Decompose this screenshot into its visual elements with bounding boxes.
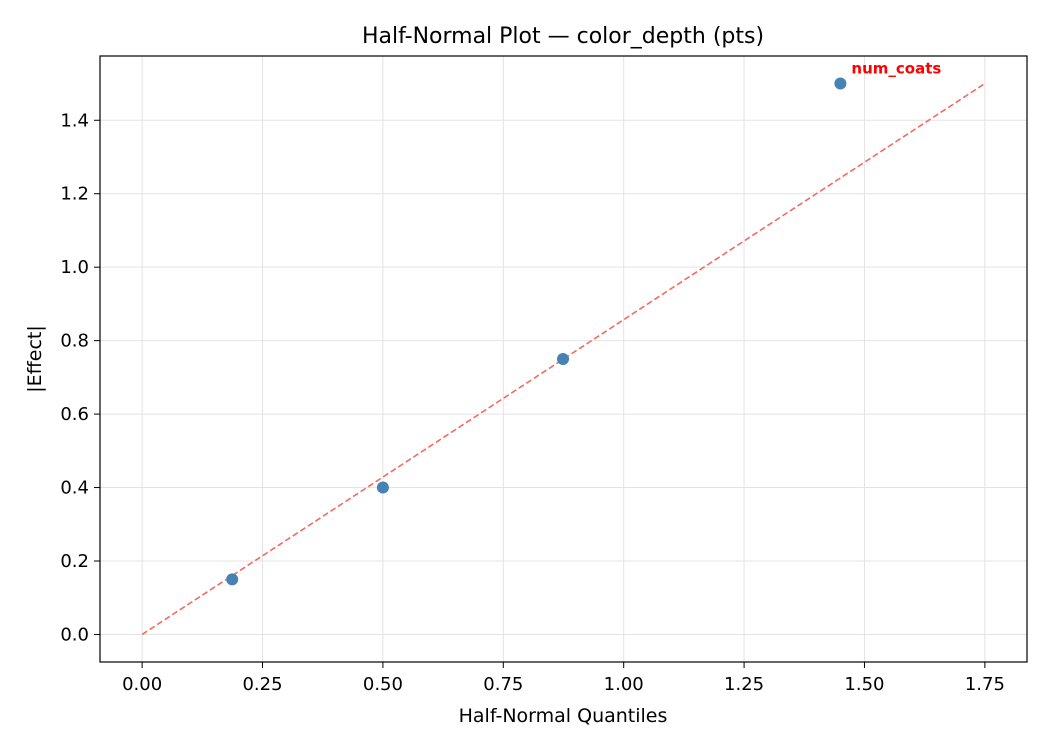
y-axis-ticks: 0.0 0.2 0.4 0.6 0.8 1.0 1.2 1.4 <box>60 110 100 645</box>
y-tick-label: 0.6 <box>60 404 89 425</box>
data-points <box>226 77 847 586</box>
x-tick-label: 0.25 <box>242 674 282 695</box>
point-annotation: num_coats <box>851 60 941 78</box>
x-tick-label: 1.25 <box>724 674 764 695</box>
reference-line <box>141 82 986 636</box>
x-axis-ticks: 0.00 0.25 0.50 0.75 1.00 1.25 1.50 1.75 <box>122 662 1005 695</box>
data-point <box>376 481 389 494</box>
y-axis-label: |Effect| <box>24 325 46 392</box>
y-tick-label: 1.0 <box>60 257 89 278</box>
annotations: num_coats <box>851 60 941 78</box>
plot-area <box>99 55 1028 663</box>
data-point <box>834 77 847 90</box>
x-tick-label: 1.50 <box>844 674 884 695</box>
y-tick-label: 0.8 <box>60 331 89 352</box>
x-tick-label: 0.75 <box>483 674 523 695</box>
data-point <box>557 353 570 365</box>
x-tick-label: 0.50 <box>363 674 403 695</box>
data-point <box>226 573 239 586</box>
x-tick-label: 0.00 <box>122 674 162 695</box>
y-tick-label: 0.4 <box>60 478 89 499</box>
reference-line-layer <box>141 82 986 636</box>
y-tick-label: 1.2 <box>60 184 89 205</box>
x-axis-label: Half-Normal Quantiles <box>459 705 668 727</box>
grid <box>100 56 1027 662</box>
y-tick-label: 1.4 <box>60 110 89 131</box>
x-tick-label: 1.00 <box>604 674 644 695</box>
y-tick-label: 0.0 <box>60 624 89 645</box>
x-tick-label: 1.75 <box>965 674 1005 695</box>
chart-title: Half-Normal Plot — color_depth (pts) <box>362 24 764 49</box>
y-tick-label: 0.2 <box>60 551 89 572</box>
